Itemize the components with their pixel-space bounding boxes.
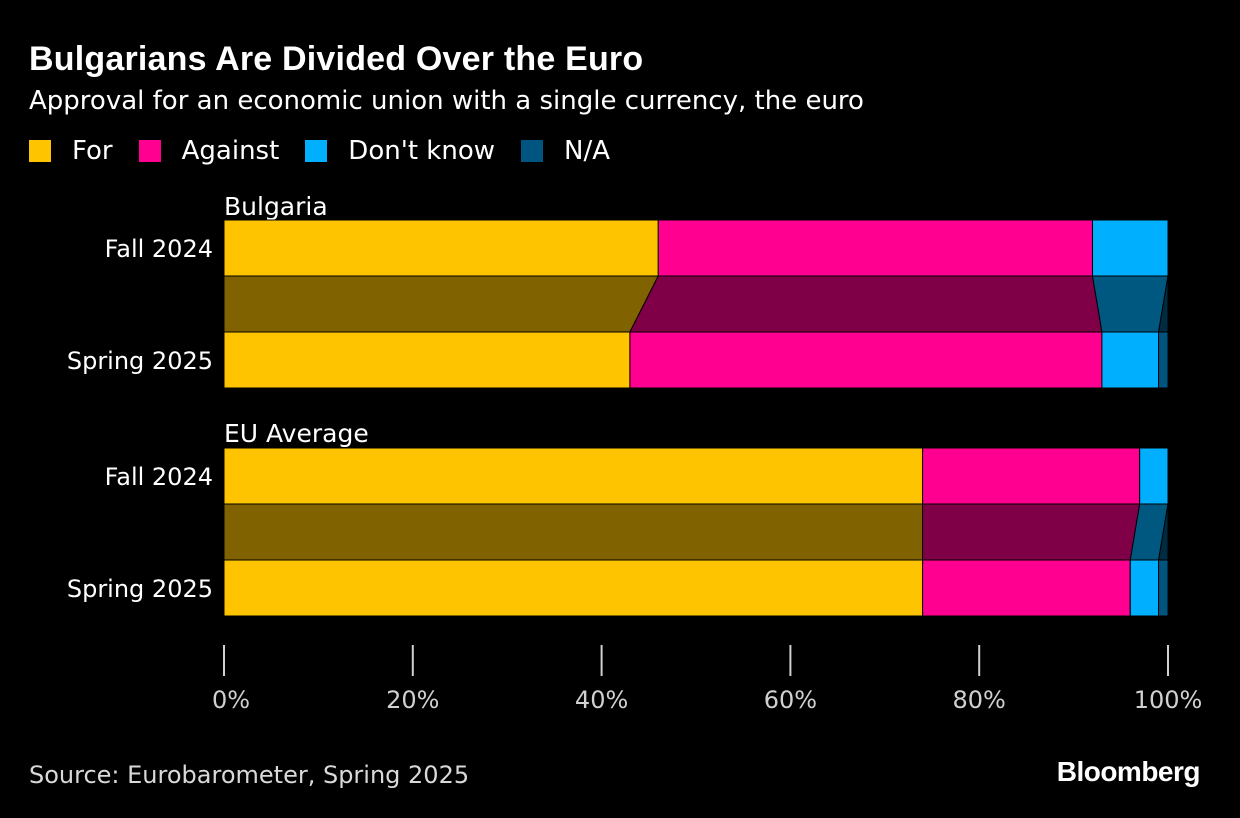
legend-swatch-for: [29, 140, 51, 162]
bar-bulgaria-spring-2025-for: [223, 331, 631, 389]
legend-swatch-against: [138, 140, 161, 162]
stacked-bar-chart: Bulgaria Fall 2024 Spring 2025 EU Average Fa…: [67, 192, 1203, 714]
bar-bulgaria-fall-2024-against: [657, 219, 1093, 277]
x-tick-label-2: 40%: [575, 686, 628, 714]
row-label-bulgaria-fall-2024: Fall 2024: [105, 235, 213, 263]
bar-eu-average-spring-2025-against: [922, 559, 1131, 617]
x-tick-label-0: 0%: [212, 686, 250, 714]
legend-item-against: Against: [138, 136, 280, 166]
legend: For Against Don't know N/A: [29, 136, 636, 166]
chart-title: Bulgarians Are Divided Over the Euro: [29, 40, 644, 78]
brand-logo: Bloomberg: [1056, 756, 1201, 787]
bar-eu-average-spring-2025-don-t-know: [1129, 559, 1160, 617]
legend-label-against: Against: [181, 136, 280, 166]
x-tick-label-1: 20%: [386, 686, 439, 714]
legend-swatch-dont-know: [305, 140, 328, 162]
row-label-eu-average-spring-2025: Spring 2025: [67, 575, 213, 603]
bar-eu-average-spring-2025-for: [223, 559, 924, 617]
bar-bulgaria-spring-2025-against: [629, 331, 1103, 389]
x-tick-label-3: 60%: [764, 686, 817, 714]
bar-bulgaria-spring-2025-n-a: [1158, 331, 1169, 389]
bar-eu-average-spring-2025-n-a: [1158, 559, 1169, 617]
legend-item-na: N/A: [521, 136, 610, 166]
legend-item-for: For: [29, 136, 113, 166]
bar-eu-average-fall-2024-don-t-know: [1139, 447, 1169, 505]
x-tick-label-5: 100%: [1134, 686, 1203, 714]
connector-eu-average-for: [223, 503, 924, 561]
connector-bulgaria-for: [223, 275, 660, 333]
connector-bulgaria-against: [629, 275, 1103, 333]
legend-swatch-na: [521, 140, 544, 162]
legend-label-na: N/A: [564, 136, 611, 166]
row-label-eu-average-fall-2024: Fall 2024: [105, 463, 213, 491]
legend-item-dont-know: Don't know: [305, 136, 495, 166]
legend-label-dont-know: Don't know: [348, 136, 496, 166]
group-label-eu-average: EU Average: [224, 419, 369, 448]
connector-bulgaria-don-t-know: [1091, 275, 1169, 333]
row-label-bulgaria-spring-2025: Spring 2025: [67, 347, 213, 375]
x-tick-label-4: 80%: [953, 686, 1006, 714]
legend-label-for: For: [72, 136, 113, 166]
bar-eu-average-fall-2024-for: [223, 447, 924, 505]
source-note: Source: Eurobarometer, Spring 2025: [29, 761, 470, 789]
bar-bulgaria-fall-2024-for: [223, 219, 659, 277]
bar-eu-average-fall-2024-against: [922, 447, 1141, 505]
chart-subtitle: Approval for an economic union with a si…: [29, 86, 864, 116]
bar-bulgaria-fall-2024-don-t-know: [1091, 219, 1169, 277]
connector-eu-average-against: [922, 503, 1141, 561]
group-label-bulgaria: Bulgaria: [224, 192, 328, 221]
bar-bulgaria-spring-2025-don-t-know: [1101, 331, 1160, 389]
